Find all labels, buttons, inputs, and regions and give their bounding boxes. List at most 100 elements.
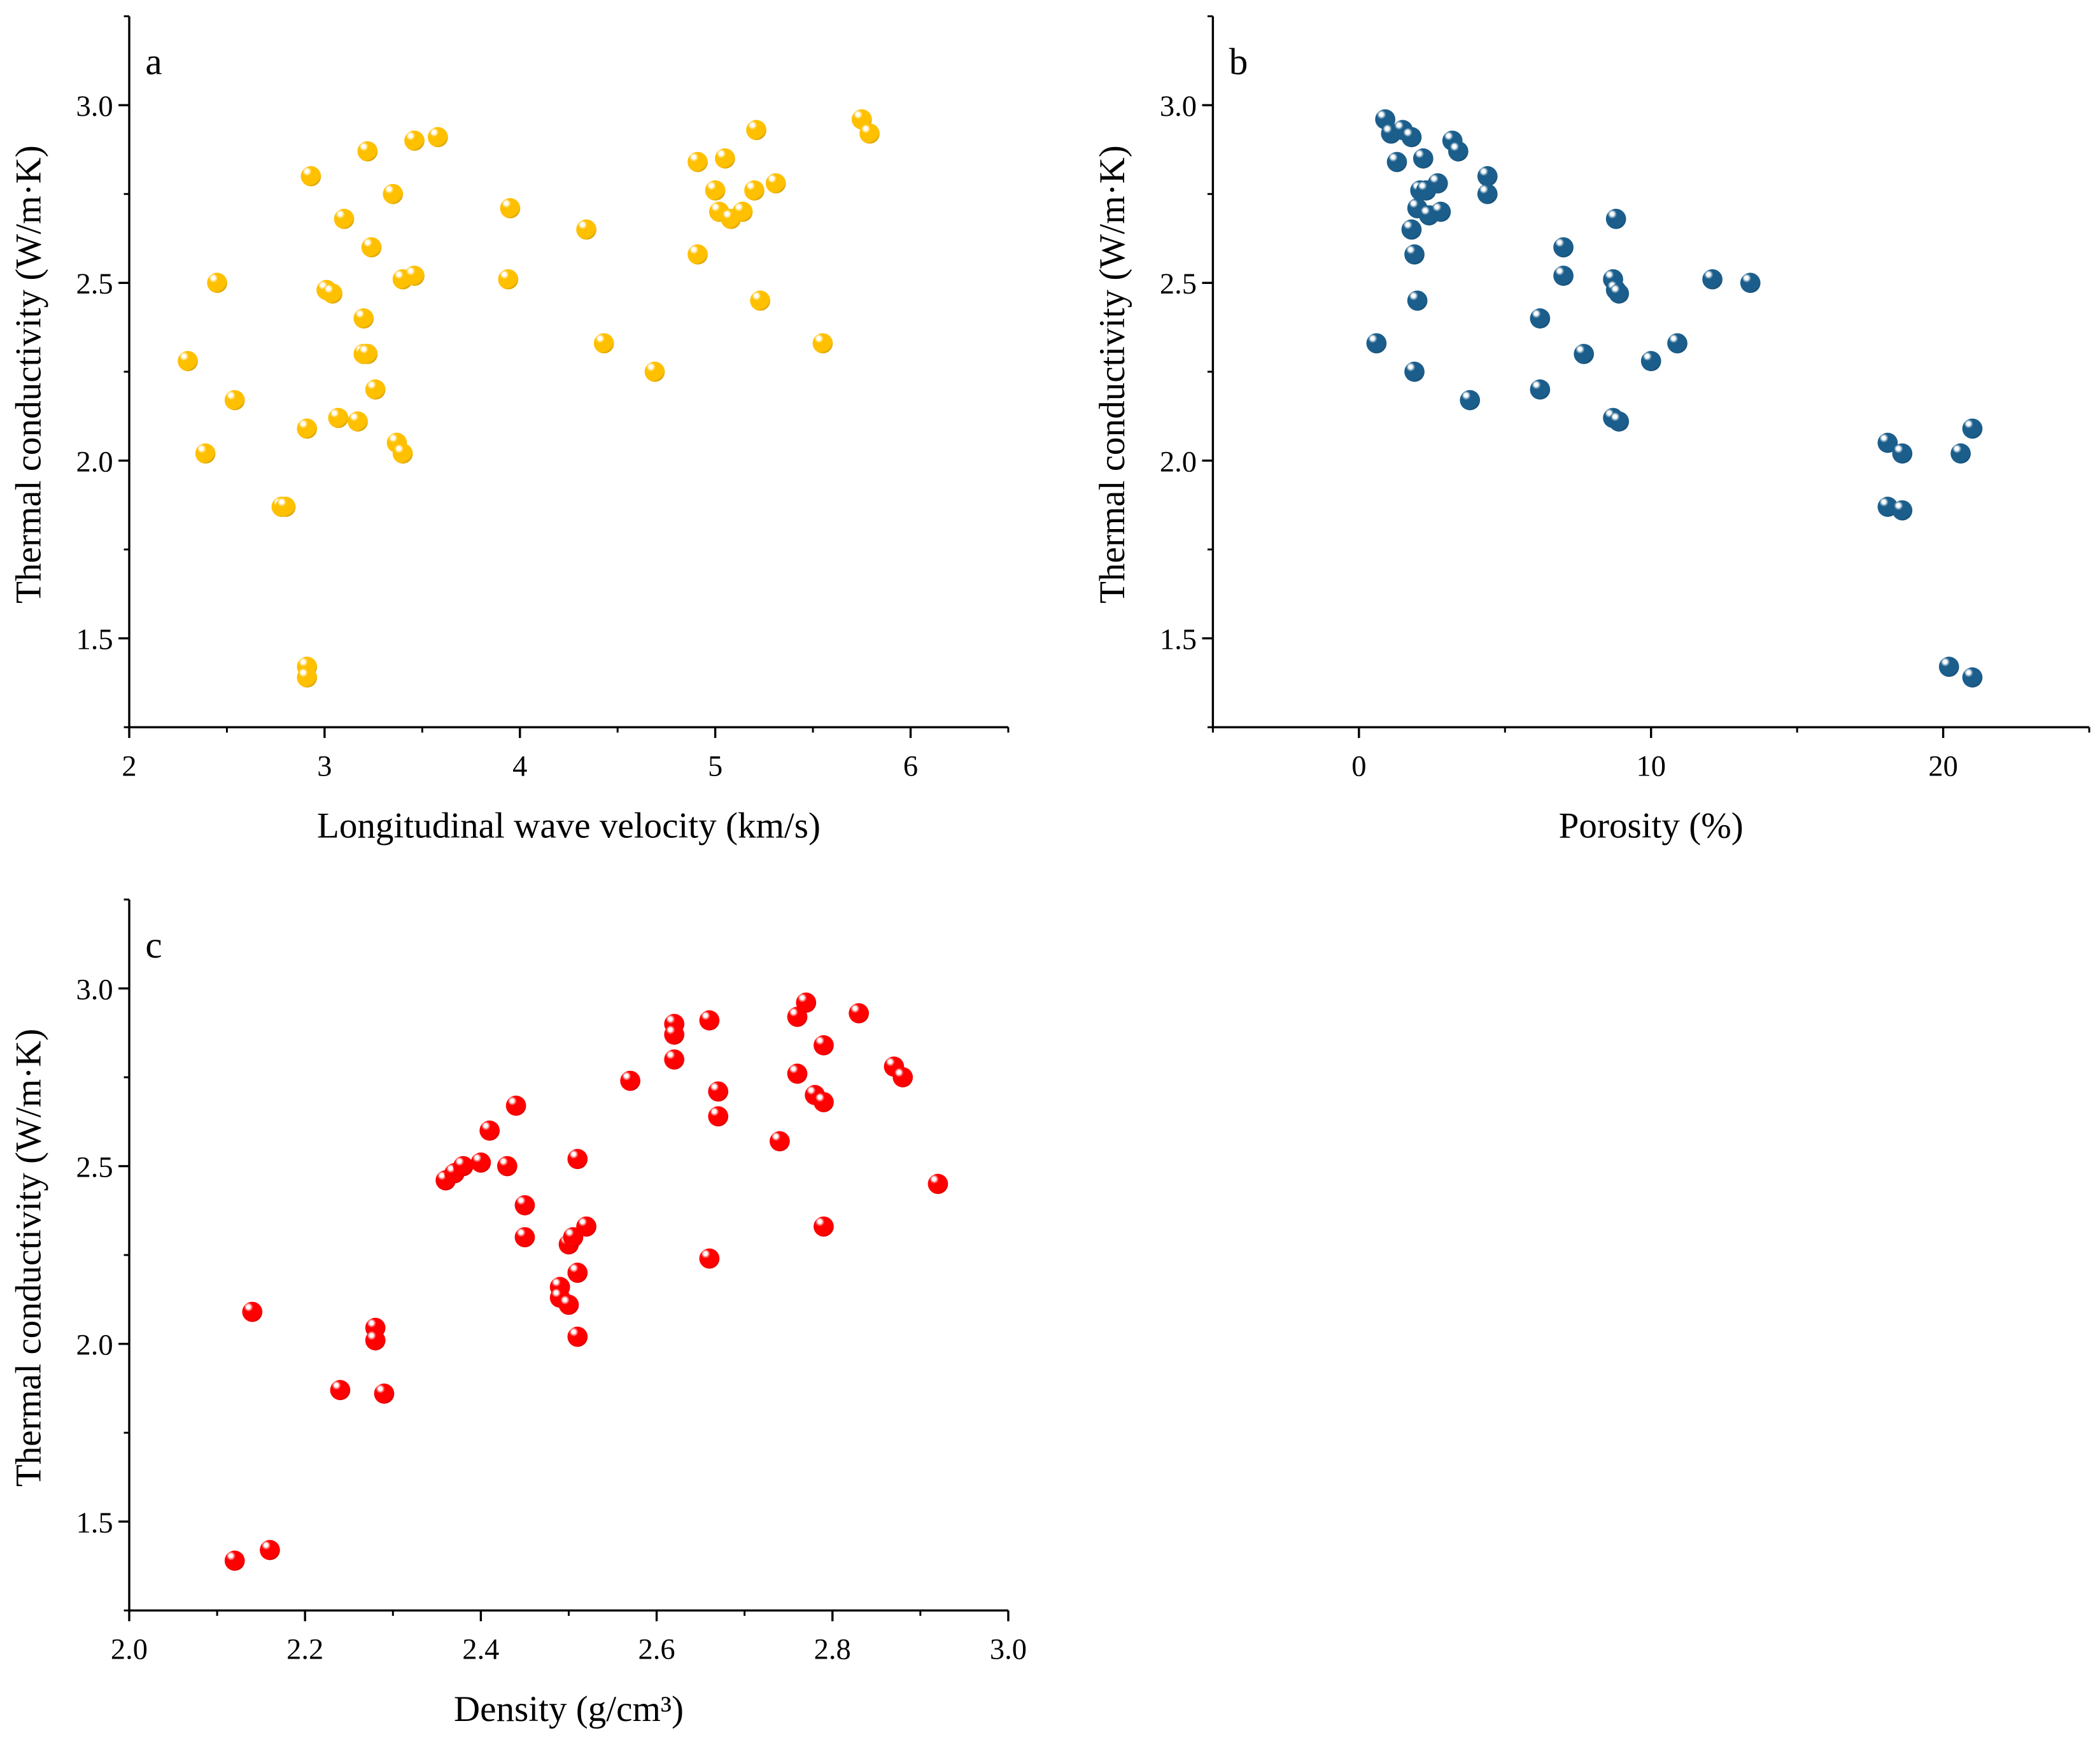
- x-tick-label: 2.6: [638, 1634, 675, 1666]
- data-point: [765, 173, 786, 194]
- data-point: [1404, 244, 1425, 265]
- data-point: [1530, 308, 1551, 329]
- data-point: [814, 1035, 834, 1056]
- data-point: [361, 237, 382, 258]
- data-point: [744, 180, 765, 201]
- data-point: [1366, 333, 1387, 354]
- data-point: [514, 1195, 535, 1215]
- data-point: [1574, 344, 1595, 364]
- x-tick-label: 2: [122, 750, 136, 782]
- data-point: [1553, 266, 1574, 286]
- data-point: [1605, 208, 1626, 229]
- data-point: [892, 1067, 913, 1087]
- data-point: [322, 283, 343, 304]
- data-point: [260, 1540, 280, 1561]
- panel-label: c: [145, 924, 162, 966]
- data-point: [348, 411, 368, 432]
- data-point: [1530, 379, 1551, 400]
- y-tick-label: 2.0: [76, 446, 113, 478]
- data-point: [497, 1156, 518, 1177]
- y-tick-label: 3.0: [76, 974, 113, 1006]
- x-tick-label: 4: [512, 750, 527, 782]
- data-point: [708, 1106, 729, 1127]
- data-point: [708, 1081, 729, 1102]
- data-point: [1962, 667, 1983, 688]
- x-tick-label: 2.8: [814, 1634, 851, 1666]
- data-point: [567, 1149, 588, 1170]
- data-point: [715, 148, 735, 169]
- data-point: [1962, 418, 1983, 439]
- data-point: [732, 201, 753, 222]
- y-axis-label: Thermal conductivity (W/m·K): [8, 145, 48, 604]
- data-point: [195, 443, 216, 464]
- data-point: [207, 273, 227, 294]
- data-point: [500, 198, 521, 218]
- data-point: [365, 1330, 386, 1350]
- y-tick-label: 1.5: [76, 1507, 113, 1540]
- data-point: [353, 308, 374, 329]
- data-point: [498, 269, 519, 290]
- panel-label: a: [145, 40, 162, 82]
- data-point: [787, 1063, 808, 1084]
- data-point: [620, 1070, 641, 1091]
- data-point: [1413, 148, 1434, 169]
- data-point: [593, 333, 614, 354]
- data-point: [644, 361, 665, 382]
- data-point: [687, 244, 708, 265]
- data-point: [1553, 237, 1574, 258]
- data-point: [770, 1131, 790, 1152]
- data-point: [664, 1024, 685, 1045]
- panel-a: 2 3 4 5 6 1.5 2.0 2.5 3.0 Longitudinal wave veloc…: [8, 15, 1010, 846]
- data-point: [558, 1294, 579, 1315]
- data-point: [1401, 127, 1422, 148]
- data-point: [849, 1003, 870, 1024]
- data-point: [383, 183, 404, 204]
- y-tick-label: 2.0: [1160, 446, 1197, 478]
- data-point: [1477, 183, 1498, 204]
- y-tick-label: 3.0: [1160, 90, 1197, 123]
- data-point: [330, 1380, 351, 1401]
- data-point: [699, 1010, 720, 1031]
- data-point: [224, 1550, 245, 1571]
- data-point: [453, 1156, 474, 1177]
- y-tick-label: 2.5: [1160, 268, 1197, 301]
- data-point: [814, 1216, 834, 1237]
- data-point: [567, 1326, 588, 1347]
- data-point: [1386, 152, 1407, 173]
- data-point: [505, 1095, 526, 1116]
- y-axis-label: Thermal conductivity (W/m·K): [8, 1029, 48, 1487]
- data-point: [1477, 166, 1498, 187]
- data-point: [1609, 283, 1630, 304]
- x-axis-label: Longitudinal wave velocity (km/s): [317, 806, 821, 846]
- data-point: [1950, 443, 1971, 464]
- x-tick-label: 3.0: [990, 1634, 1027, 1666]
- x-tick-label: 6: [903, 750, 918, 782]
- data-point: [796, 992, 817, 1013]
- data-point: [404, 266, 425, 286]
- x-axis-label: Density (g/cm³): [454, 1689, 684, 1729]
- panel-c: 2.0 2.2 2.4 2.6 2.8 3.0 1.5 2.0 2.5 3.0 Density (g…: [8, 898, 1027, 1729]
- data-point: [1430, 201, 1451, 222]
- data-point: [328, 407, 349, 428]
- data-point: [664, 1049, 685, 1070]
- x-tick-label: 20: [1928, 750, 1958, 782]
- data-point: [242, 1301, 263, 1322]
- data-point: [365, 379, 386, 400]
- data-point: [814, 1092, 834, 1112]
- data-point: [1892, 500, 1913, 521]
- data-point: [275, 497, 296, 517]
- data-point: [374, 1384, 395, 1404]
- x-tick-label: 3: [317, 750, 332, 782]
- data-point: [1702, 269, 1723, 290]
- data-point: [812, 333, 833, 354]
- data-point: [750, 290, 771, 311]
- data-point: [357, 141, 378, 162]
- data-point: [514, 1227, 535, 1248]
- x-tick-label: 10: [1636, 750, 1666, 782]
- y-tick-label: 3.0: [76, 90, 113, 123]
- x-tick-label: 2.4: [462, 1634, 499, 1666]
- data-point: [1448, 141, 1469, 162]
- y-tick-label: 1.5: [1160, 623, 1197, 656]
- y-tick-label: 2.5: [76, 1151, 113, 1184]
